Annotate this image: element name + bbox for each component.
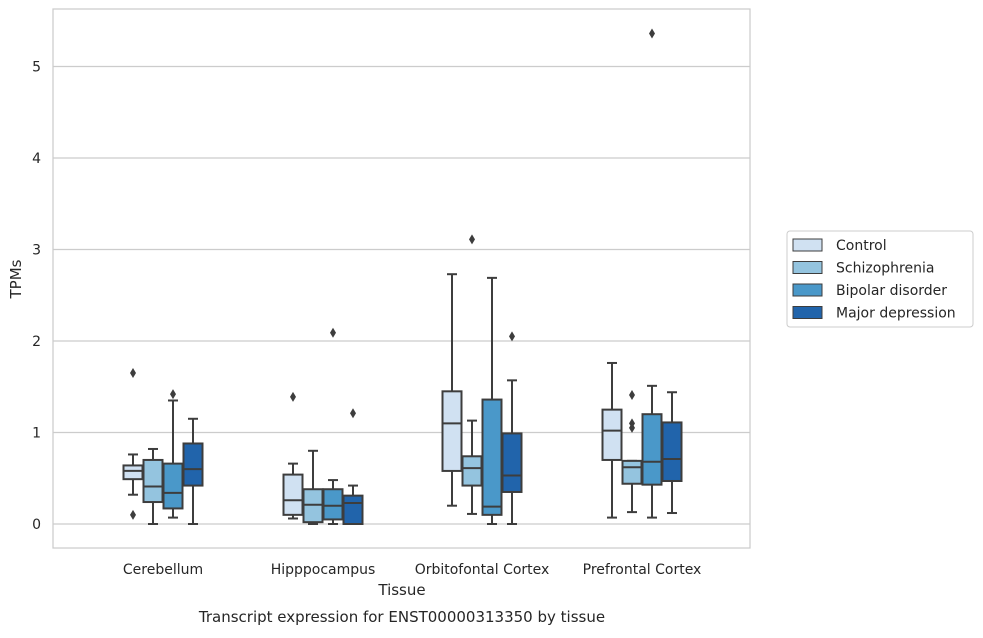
x-tick-label: Orbitofontal Cortex (415, 562, 550, 578)
legend-frame (786, 230, 974, 328)
y-axis-ticks: 0 1 2 3 4 5 (32, 60, 41, 534)
x-axis-ticks: Cerebellum Hipppocampus Orbitofontal Corte… (123, 562, 701, 578)
legend-label: Schizophrenia (836, 261, 934, 277)
legend-label: Control (836, 238, 887, 254)
box-iqr (162, 462, 184, 510)
legend-swatch (792, 306, 823, 319)
outlier-point (290, 391, 296, 402)
x-tick-label: Prefrontal Cortex (583, 562, 702, 578)
box-iqr (441, 390, 463, 472)
y-axis-title: TPMs (7, 259, 25, 299)
box-iqr (282, 473, 304, 516)
box-bipolar-disorder (481, 276, 503, 525)
box-iqr (661, 421, 683, 482)
x-tick-label: Cerebellum (123, 562, 203, 578)
outlier-point (629, 422, 635, 433)
box-major-depression (661, 391, 683, 515)
box-control (441, 273, 463, 507)
legend-label: Major depression (836, 306, 956, 322)
box-iqr (641, 413, 663, 486)
box-iqr (342, 494, 364, 526)
legend-swatch (792, 261, 823, 274)
y-tick-label: 5 (32, 60, 41, 76)
box-major-depression (182, 417, 204, 525)
box-schizophrenia (302, 449, 324, 525)
legend-label: Bipolar disorder (836, 283, 947, 299)
box-iqr (322, 488, 344, 521)
y-tick-label: 0 (32, 517, 41, 533)
box-major-depression (342, 408, 364, 526)
legend-swatch (792, 238, 823, 252)
box-iqr (501, 432, 523, 493)
outlier-point (469, 234, 475, 245)
grid-lines (53, 65, 750, 525)
legend: Control Schizophrenia Bipolar disorder Majo… (786, 230, 974, 328)
box-iqr (142, 458, 164, 504)
y-tick-label: 2 (32, 334, 41, 350)
box-control (122, 368, 144, 520)
box-iqr (621, 459, 643, 485)
box-iqr (122, 464, 144, 481)
box-iqr (601, 408, 623, 461)
box-bipolar-disorder (641, 28, 663, 519)
figure-caption: Transcript expression for ENST0000031335… (198, 608, 605, 626)
box-schizophrenia (461, 234, 483, 515)
box-plot-area (122, 28, 683, 526)
box-major-depression (501, 331, 523, 525)
box-iqr (182, 442, 204, 487)
box-bipolar-disorder (322, 327, 344, 525)
outlier-point (330, 327, 336, 338)
y-tick-label: 3 (32, 243, 41, 259)
outlier-point (350, 408, 356, 419)
box-iqr (461, 455, 483, 487)
legend-swatch (792, 283, 823, 297)
outlier-point (629, 389, 635, 400)
x-axis-title: Tissue (377, 581, 425, 599)
box-schizophrenia (621, 389, 643, 514)
x-tick-label: Hipppocampus (271, 562, 376, 578)
y-tick-label: 1 (32, 426, 41, 442)
plot-frame (52, 8, 751, 549)
box-control (282, 391, 304, 520)
outlier-point (130, 368, 136, 379)
box-iqr (481, 398, 503, 516)
outlier-point (130, 509, 136, 520)
box-bipolar-disorder (162, 389, 184, 519)
outlier-point (649, 28, 655, 39)
box-control (601, 361, 623, 519)
outlier-point (170, 389, 176, 400)
outlier-point (509, 331, 515, 342)
box-schizophrenia (142, 447, 164, 525)
y-tick-label: 4 (32, 151, 41, 167)
